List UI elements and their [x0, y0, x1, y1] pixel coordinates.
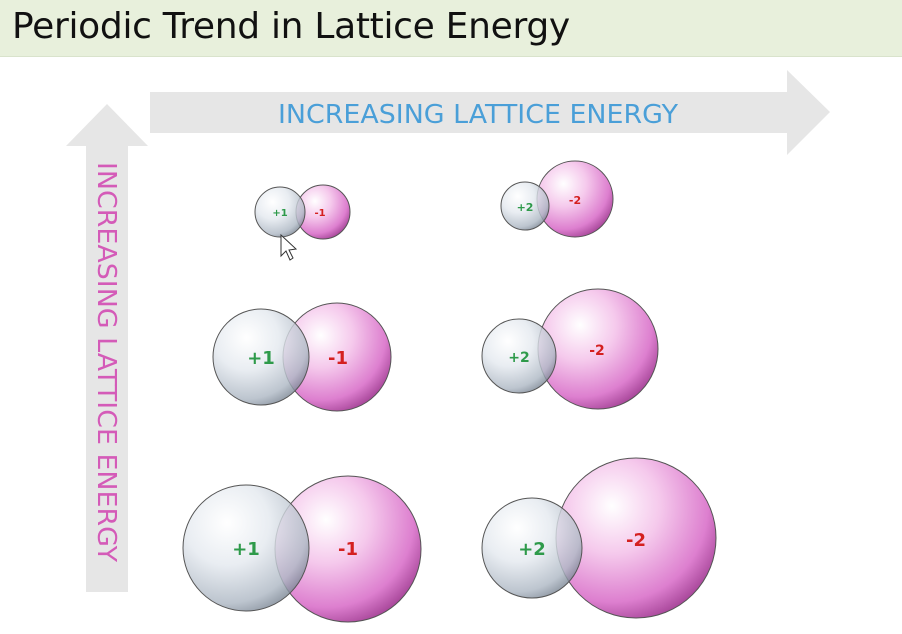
anion-charge: -2 — [626, 530, 646, 551]
cation-charge: +2 — [518, 539, 546, 560]
ion-pair-r1-c1: +1 -1 — [254, 184, 351, 240]
ion-pair-r3-c1: +1 -1 — [182, 475, 422, 623]
anion-charge: -1 — [338, 539, 358, 560]
cation-charge: +2 — [517, 201, 534, 214]
ion-pair-r2-c1: +1 -1 — [212, 302, 392, 412]
vertical-arrow — [66, 104, 148, 592]
cation-sphere — [481, 497, 583, 599]
mouse-cursor-icon — [280, 233, 298, 261]
cation-sphere — [500, 181, 550, 231]
vertical-arrow-label: INCREASING LATTICE ENERGY — [91, 162, 121, 562]
page-title: Periodic Trend in Lattice Energy — [12, 6, 570, 47]
cation-sphere — [481, 318, 557, 394]
horizontal-arrow-label: INCREASING LATTICE ENERGY — [278, 100, 678, 130]
cation-charge: +1 — [232, 539, 260, 560]
cation-sphere — [182, 484, 310, 612]
anion-charge: -1 — [328, 348, 348, 369]
ion-pair-r1-c2: +2 -2 — [500, 160, 614, 238]
ion-pair-r2-c2: +2 -2 — [481, 288, 659, 410]
cation-sphere — [254, 186, 306, 238]
anion-charge: -1 — [314, 208, 325, 219]
title-bar: Periodic Trend in Lattice Energy — [0, 0, 902, 57]
cation-charge: +2 — [508, 350, 529, 366]
horizontal-arrow — [150, 70, 830, 155]
anion-charge: -2 — [589, 343, 605, 359]
cation-sphere — [212, 308, 310, 406]
ion-pair-r3-c2: +2 -2 — [481, 457, 717, 619]
anion-charge: -2 — [569, 194, 581, 207]
cation-charge: +1 — [247, 348, 275, 369]
cation-charge: +1 — [272, 208, 287, 219]
